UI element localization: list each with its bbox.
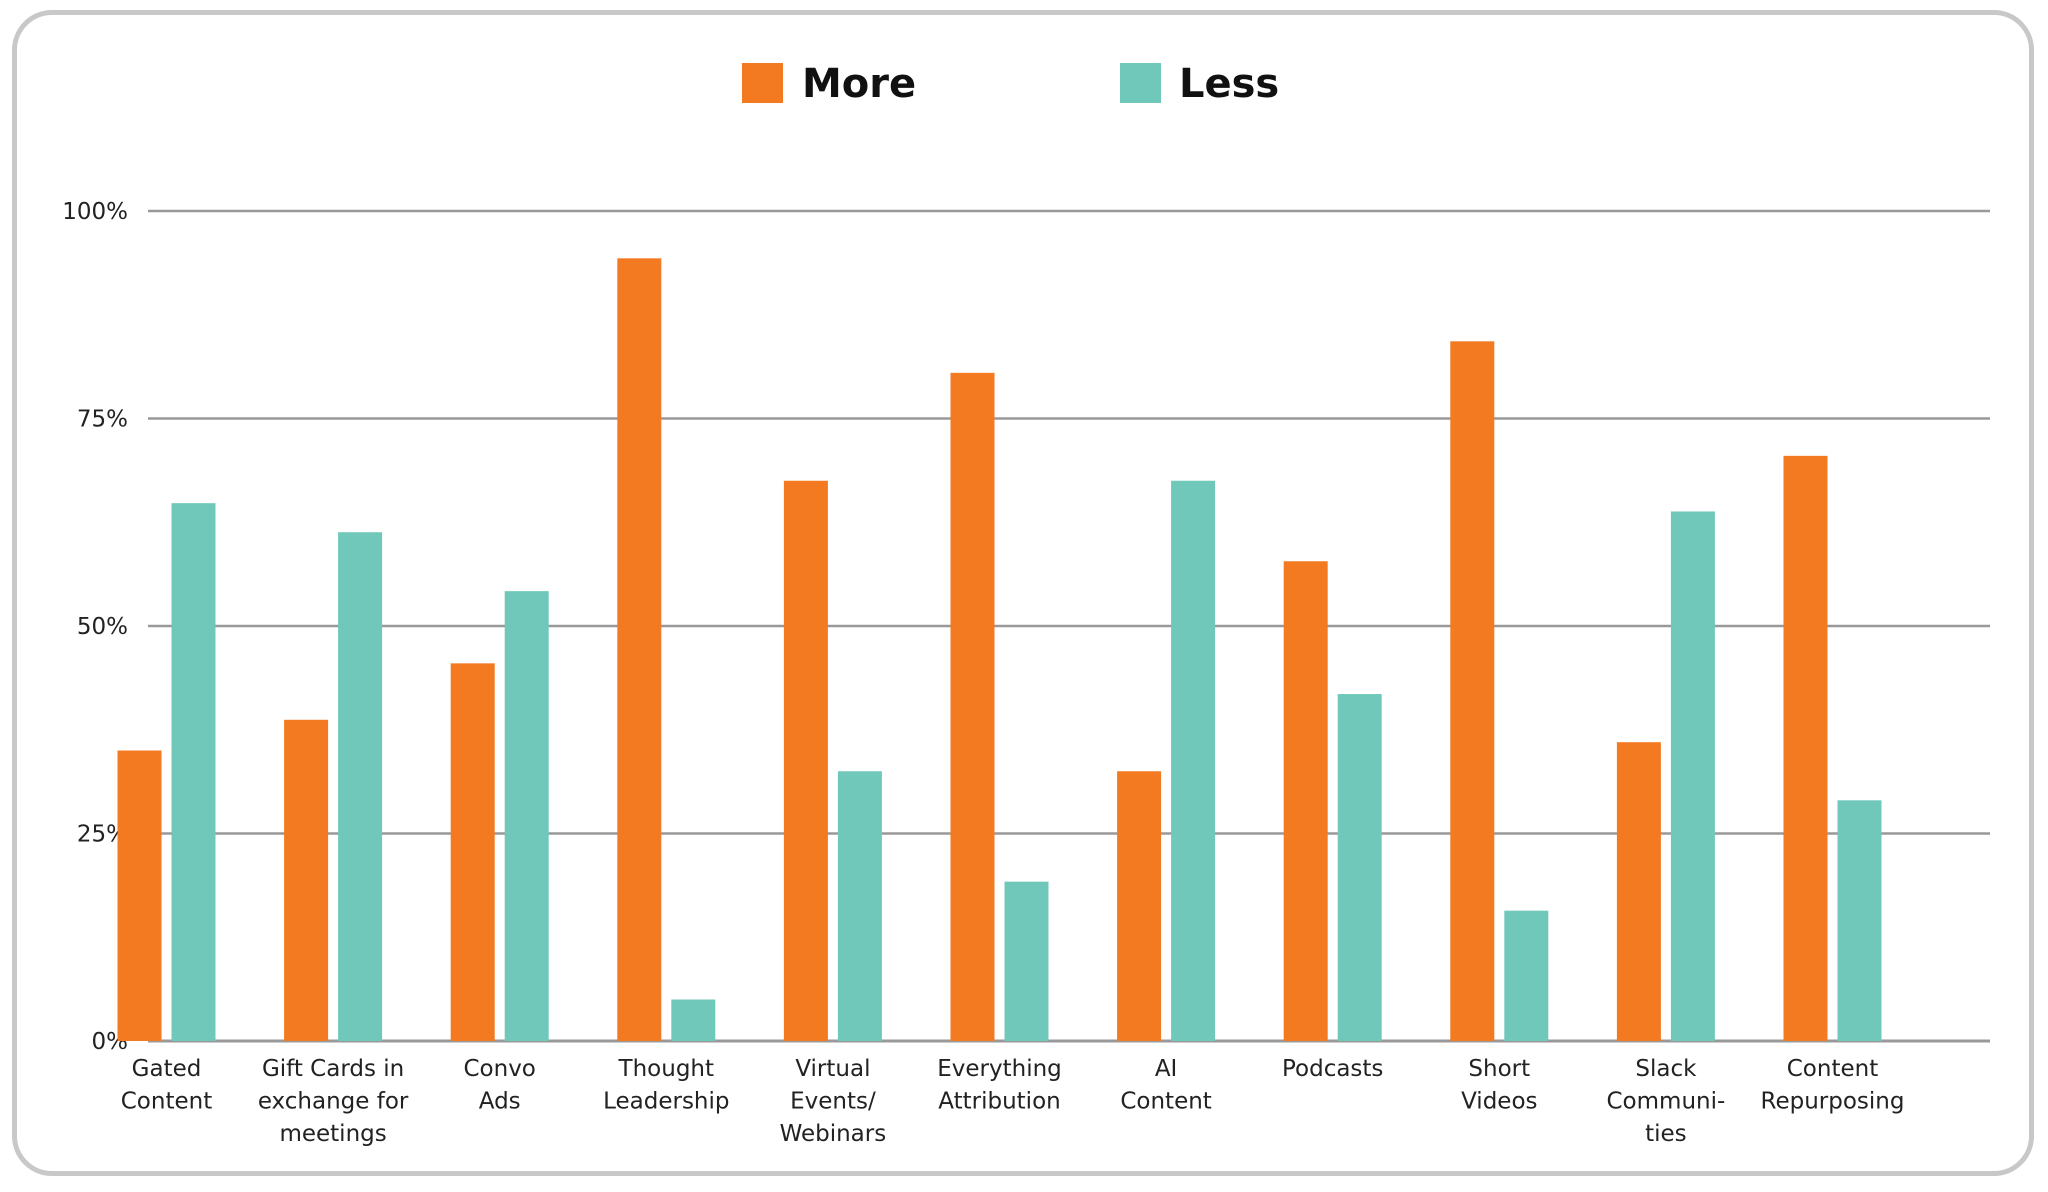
y-tick-label: 75% xyxy=(77,407,128,433)
x-category-label-line: Leadership xyxy=(603,1089,729,1115)
x-category-label: Slack Communi-ties xyxy=(1607,1056,1726,1147)
legend-swatch-less xyxy=(1120,63,1161,103)
bar-more xyxy=(1117,771,1162,1041)
bar-less xyxy=(171,503,216,1041)
x-category-label: Gift Cards in exchange for meetings xyxy=(258,1056,409,1147)
x-axis-category-labels: Gated Content Gift Cards in exchange for mee… xyxy=(121,1056,1905,1147)
bar-more xyxy=(1616,742,1661,1041)
x-category-label-line: meetings xyxy=(279,1121,386,1147)
x-category-label-line: Convo xyxy=(463,1056,535,1082)
bar-more xyxy=(1283,561,1328,1041)
x-category-label-line: exchange for xyxy=(258,1089,409,1115)
x-category-label: Thought Leadership xyxy=(603,1056,729,1115)
x-category-label: Content Repurposing xyxy=(1761,1056,1905,1115)
bar-less xyxy=(1670,511,1715,1042)
bar-less xyxy=(837,771,882,1041)
x-category-label-line: Attribution xyxy=(938,1089,1060,1115)
x-category-label: Gated Content xyxy=(121,1056,212,1115)
y-tick-label: 50% xyxy=(77,614,128,640)
bar-less xyxy=(1504,910,1549,1041)
bar-more xyxy=(950,372,995,1042)
legend-swatch-more xyxy=(742,63,783,103)
bar-less xyxy=(504,591,549,1041)
x-category-label-line: Videos xyxy=(1461,1089,1537,1115)
bars xyxy=(117,258,1882,1042)
x-category-label-line: Podcasts xyxy=(1282,1056,1383,1082)
x-category-label-line: Communi- xyxy=(1607,1089,1726,1115)
x-category-label-line: Ads xyxy=(479,1089,521,1115)
x-category-label-line: Content xyxy=(1120,1089,1211,1115)
x-category-label: Podcasts xyxy=(1282,1056,1383,1082)
bar-more xyxy=(117,750,162,1041)
bar-less xyxy=(1837,800,1882,1041)
bar-less xyxy=(1004,881,1049,1041)
x-category-label-line: Gated xyxy=(132,1056,202,1082)
x-category-label-line: AI xyxy=(1155,1056,1178,1082)
x-category-label: Convo Ads xyxy=(463,1056,535,1115)
bar-more xyxy=(1450,341,1495,1041)
x-category-label: AI Content xyxy=(1120,1056,1211,1115)
x-category-label-line: Content xyxy=(121,1089,212,1115)
y-tick-label: 100% xyxy=(62,199,128,225)
bar-more xyxy=(1783,455,1828,1042)
x-category-label-line: Content xyxy=(1787,1056,1878,1082)
x-category-label-line: Gift Cards in xyxy=(262,1056,404,1082)
x-category-label-line: Short xyxy=(1468,1056,1530,1082)
x-category-label: Short Videos xyxy=(1461,1056,1537,1115)
bar-less xyxy=(671,999,716,1041)
bar-less xyxy=(1171,480,1216,1041)
bar-less xyxy=(338,532,383,1041)
x-category-label-line: Events/ xyxy=(790,1089,876,1115)
x-category-label-line: Repurposing xyxy=(1761,1089,1905,1115)
x-category-label-line: ties xyxy=(1645,1121,1687,1147)
legend: More Less xyxy=(742,61,1279,107)
bar-more xyxy=(617,258,662,1041)
bar-more xyxy=(783,480,828,1041)
legend-label-less: Less xyxy=(1179,61,1279,107)
y-axis-tick-labels: 0%25%50%75%100% xyxy=(62,199,128,1055)
x-category-label-line: Webinars xyxy=(780,1121,887,1147)
bar-more xyxy=(450,663,495,1041)
bar-less xyxy=(1337,694,1382,1041)
legend-label-more: More xyxy=(802,61,916,107)
x-category-label-line: Virtual xyxy=(795,1056,870,1082)
x-category-label: Virtual Events/Webinars xyxy=(780,1056,887,1147)
x-category-label: Everything Attribution xyxy=(937,1056,1062,1115)
x-category-label-line: Slack xyxy=(1635,1056,1697,1082)
x-category-label-line: Thought xyxy=(618,1056,714,1082)
bar-more xyxy=(284,719,329,1041)
x-category-label-line: Everything xyxy=(937,1056,1062,1082)
